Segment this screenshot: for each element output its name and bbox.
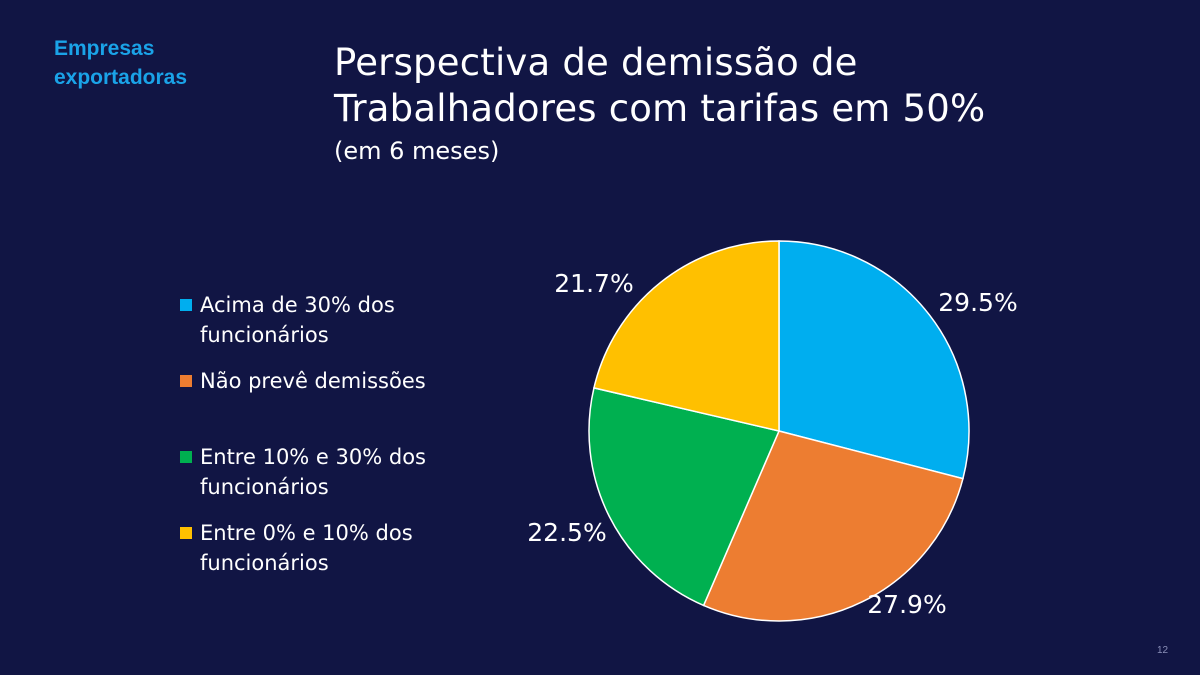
pie-data-label: 21.7% [554, 269, 633, 298]
pie-slice [778, 240, 970, 480]
legend-item-nao-preve: Não prevê demissões [180, 366, 490, 396]
pie-data-label: 22.5% [527, 518, 606, 547]
legend-label-line-2: funcionários [200, 475, 329, 499]
legend-item-acima-30: Acima de 30% dos funcionários [180, 290, 490, 350]
chart-subtitle: (em 6 meses) [334, 137, 500, 165]
pie-slice [593, 240, 780, 432]
legend-label-line-2: funcionários [200, 551, 329, 575]
legend-swatch [180, 375, 192, 387]
legend-item-entre-10-30: Entre 10% e 30% dos funcionários [180, 442, 490, 502]
legend-label-line-2: funcionários [200, 323, 329, 347]
legend-swatch [180, 299, 192, 311]
legend-swatch [180, 527, 192, 539]
legend-label-line-1: Não prevê demissões [200, 369, 426, 393]
legend-label-line-1: Entre 0% e 10% dos [200, 521, 413, 545]
legend-item-entre-0-10: Entre 0% e 10% dos funcionários [180, 518, 490, 578]
chart-title-line-2: Trabalhadores com tarifas em 50% [334, 87, 986, 130]
legend-swatch [180, 451, 192, 463]
section-tag-line-1: Empresas [54, 37, 155, 60]
page-number: 12 [1157, 645, 1169, 656]
section-tag-line-2: exportadoras [54, 66, 188, 89]
pie-data-label: 27.9% [867, 590, 946, 619]
section-tag: Empresas exportadoras [54, 34, 187, 92]
chart-title: Perspectiva de demissão de Trabalhadores… [334, 40, 985, 132]
pie-slice [702, 430, 964, 622]
legend-label-line-1: Entre 10% e 30% dos [200, 445, 426, 469]
pie-slice [588, 387, 781, 607]
chart-title-line-1: Perspectiva de demissão de [334, 41, 858, 84]
pie-data-label: 29.5% [938, 288, 1017, 317]
chart-legend: Acima de 30% dos funcionários Não prevê … [180, 290, 490, 578]
legend-label-line-1: Acima de 30% dos [200, 293, 395, 317]
